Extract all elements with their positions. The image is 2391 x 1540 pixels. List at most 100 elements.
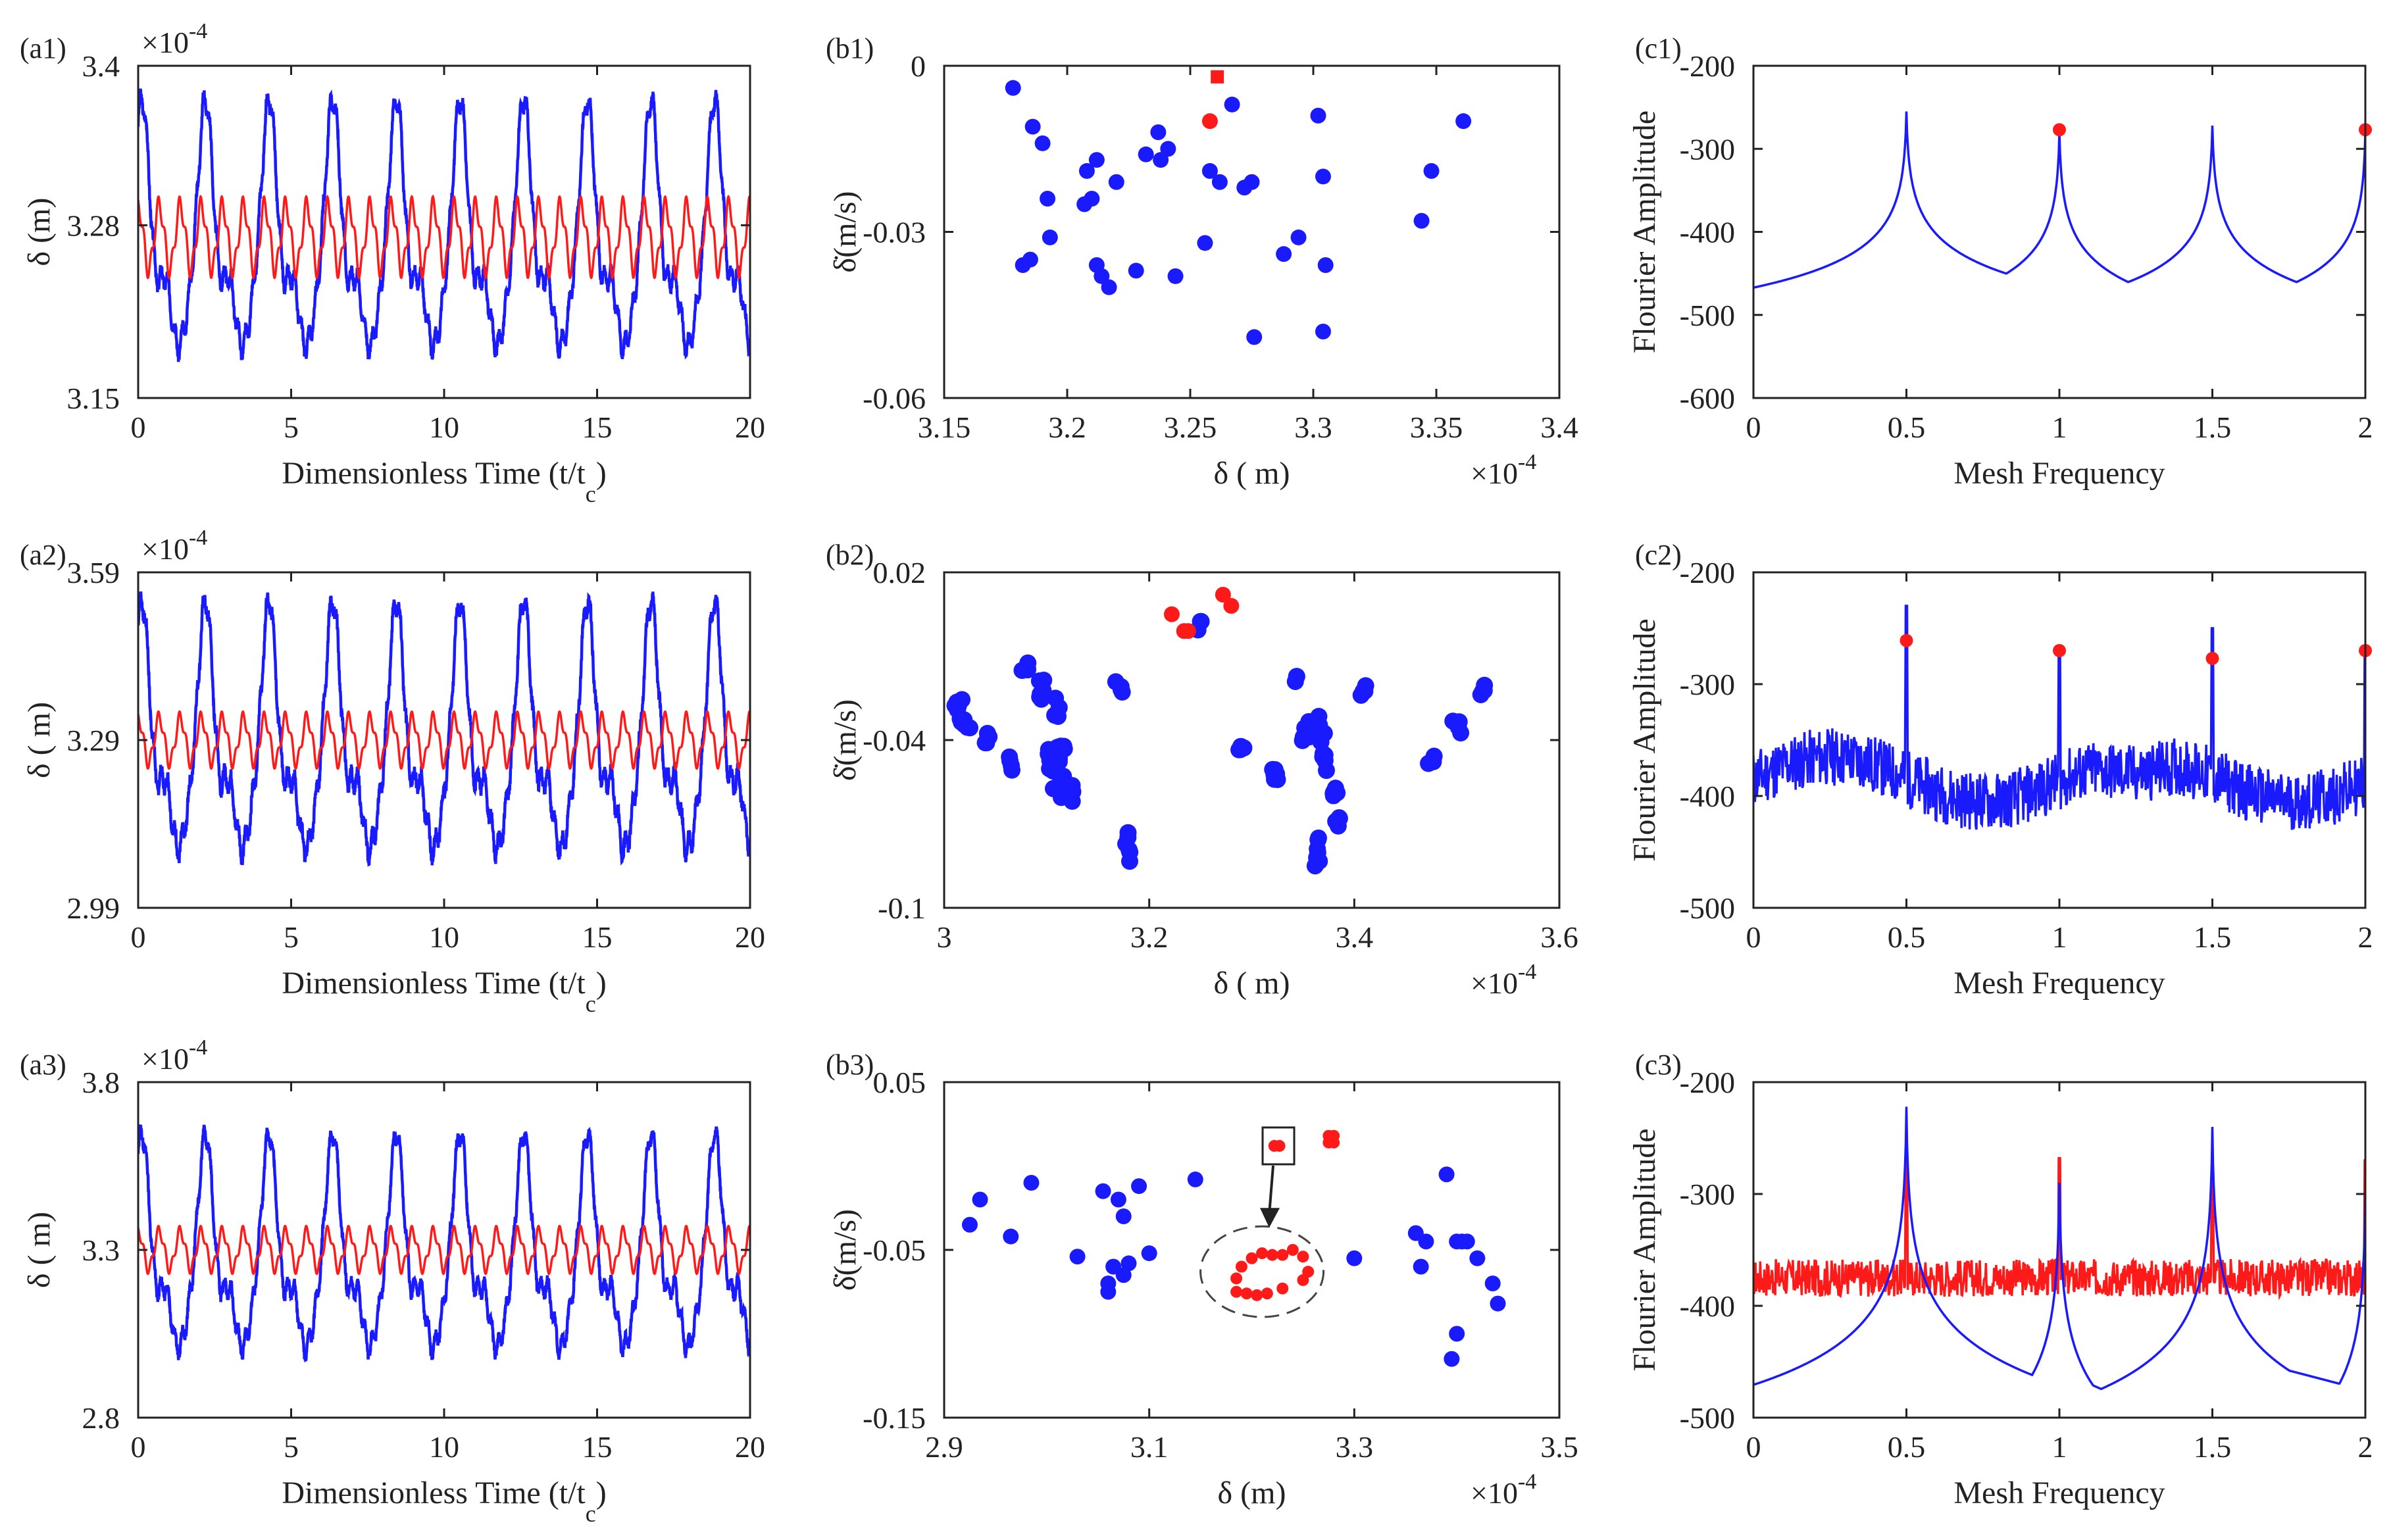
series-small-line (138, 1224, 750, 1276)
scatter-point (1476, 676, 1494, 694)
scatter-point (1346, 1250, 1363, 1266)
x-tick-label: 2 (2358, 920, 2373, 954)
y-tick-label: -200 (1680, 49, 1735, 83)
x-tick-label: 3.3 (1294, 410, 1332, 444)
scatter-point (1095, 1183, 1111, 1199)
scatter-point (1022, 251, 1038, 268)
y-axis-label: Flourier Amplitude (1627, 111, 1662, 353)
x-tick-label: 0 (131, 920, 146, 954)
scatter-point (1294, 728, 1312, 746)
panel-label: (c3) (1635, 1049, 1682, 1081)
scatter-point (961, 1216, 978, 1233)
y-axis-label: Flourier Amplitude (1627, 1128, 1662, 1371)
scatter-point (1329, 817, 1347, 835)
panel-b2: 3 3.2 3.4 3.6 -0.1 -0.04 0.02 δ ( m) δ̇(m/s) (b2)… (826, 539, 1578, 1001)
scatter-point (1030, 672, 1048, 690)
scatter-point (1180, 623, 1196, 639)
plot-area-c1 (1753, 111, 2365, 289)
scatter-point (1423, 162, 1440, 179)
x-tick-label: 3.25 (1164, 410, 1217, 444)
scatter-point (1315, 168, 1331, 185)
marker-point-1 (2053, 644, 2066, 657)
x-axis-label: Mesh Frequency (1953, 456, 2165, 491)
y-axis-label: δ ( m) (22, 1212, 57, 1288)
scatter-point (1276, 1249, 1289, 1261)
y-tick-label: 3.28 (67, 209, 120, 242)
scatter-point (1150, 124, 1167, 140)
x-tick-label: 0 (1746, 1430, 1761, 1464)
x-tick-label: 2 (2358, 1430, 2373, 1464)
plot-area-c3 (1753, 1106, 2365, 1391)
scatter-point (1064, 783, 1082, 801)
x-tick-label: 1 (2052, 920, 2067, 954)
scatter-point (1315, 324, 1331, 339)
scatter-point (1197, 235, 1213, 251)
y-tick-label: -300 (1680, 1178, 1735, 1211)
scatter-point (1167, 268, 1184, 284)
scatter-point (1223, 598, 1240, 614)
scatter-point (1235, 1260, 1247, 1273)
axes-box (943, 571, 1561, 909)
scatter-point (1163, 606, 1180, 622)
zoom-box (1261, 1126, 1296, 1166)
scatter-point (1049, 707, 1067, 725)
x-axis-label: Mesh Frequency (1953, 966, 2165, 1001)
scatter-point (1084, 191, 1100, 207)
scatter-point (1034, 135, 1051, 151)
scatter-point (1110, 1191, 1126, 1208)
scatter-point (1310, 107, 1326, 124)
scatter-point (1119, 829, 1137, 847)
x-tick-label: 0.5 (1888, 920, 1926, 954)
x-axis-label: Dimensionless Time (t/tc) (282, 1476, 606, 1527)
x-tick-label: 3.2 (1130, 920, 1169, 954)
scatter-point (1005, 80, 1021, 96)
marker-point-2 (2205, 651, 2219, 665)
panel-c3: 0 0.5 1 1.5 2 -500 -400 -300 -200 Mesh Frequency F… (1627, 1049, 2373, 1510)
plot-area-a1 (138, 88, 750, 362)
y-tick-label: 2.99 (67, 891, 120, 925)
series-small-line (138, 710, 750, 770)
x-tick-label: 3.1 (1130, 1430, 1169, 1464)
series-spectrum-line (1753, 605, 2365, 830)
panel-b1: 3.15 3.2 3.25 3.3 3.35 3.4 -0.06 -0.03 0 δ ( m) δ̇… (826, 32, 1578, 491)
y-axis-label: δ (m) (22, 198, 57, 266)
x-tick-label: 5 (284, 1430, 299, 1464)
scatter-point (1224, 96, 1240, 112)
scatter-point (1101, 279, 1117, 295)
scatter-point (1141, 1245, 1157, 1262)
scatter-point (1078, 162, 1095, 179)
y-tick-label: -0.06 (863, 382, 926, 415)
y-tick-label: -600 (1680, 382, 1735, 415)
y-tick-label: -0.15 (863, 1401, 926, 1435)
scatter-point (1040, 191, 1056, 207)
scatter-point (1490, 1295, 1506, 1312)
scatter-point (1003, 1228, 1019, 1245)
y-axis-label: δ̇(m/s) (828, 699, 863, 781)
y-axis-label: Flourier Amplitude (1627, 618, 1662, 861)
scatter-point (1042, 229, 1058, 245)
x-tick-label: 0.5 (1888, 1430, 1926, 1464)
plot-area-a3 (138, 1124, 750, 1362)
series-small-line (138, 194, 750, 280)
y-tick-label: 3.59 (67, 556, 120, 589)
panel-label: (c1) (1635, 32, 1682, 64)
axis-multiplier: ×10-4 (141, 1035, 207, 1076)
scatter-point (1049, 738, 1067, 756)
scatter-point (1459, 1233, 1475, 1250)
y-tick-label: -500 (1680, 891, 1735, 925)
x-tick-label: 0 (131, 410, 146, 444)
x-tick-label: 15 (582, 1430, 613, 1464)
scatter-point (1310, 707, 1328, 725)
axis-multiplier: ×10-4 (1471, 960, 1536, 1000)
scatter-point (1324, 785, 1342, 803)
scatter-point (1232, 737, 1249, 755)
scatter-point (1290, 229, 1307, 245)
x-tick-label: 1.5 (2194, 920, 2232, 954)
y-tick-label: -300 (1680, 668, 1735, 701)
panel-label: (c2) (1635, 539, 1682, 571)
scatter-point (1246, 1252, 1258, 1264)
scatter-point (953, 691, 971, 708)
x-tick-label: 20 (735, 1430, 765, 1464)
scatter-point (1484, 1276, 1501, 1291)
scatter-point (1256, 1247, 1269, 1260)
